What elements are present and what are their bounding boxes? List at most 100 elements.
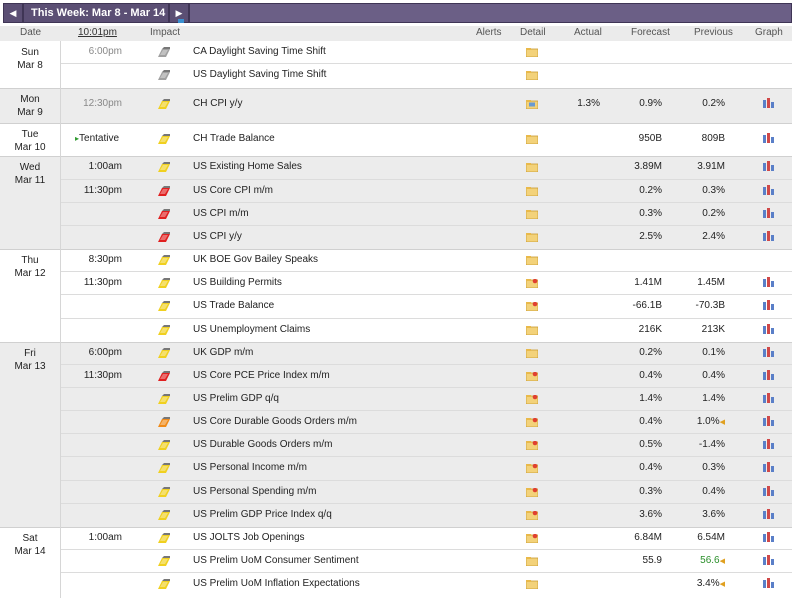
- event-title[interactable]: US JOLTS Job Openings: [193, 532, 305, 543]
- day-divider: [0, 342, 792, 343]
- event-title[interactable]: UK GDP m/m: [193, 347, 254, 358]
- star-folder-icon[interactable]: [525, 417, 539, 428]
- star-folder-icon[interactable]: [525, 510, 539, 521]
- day-label: Fri Mar 13: [0, 347, 60, 373]
- impact-yellow-icon: [158, 394, 170, 404]
- bar-chart-icon[interactable]: [762, 185, 774, 195]
- bar-chart-icon[interactable]: [762, 509, 774, 519]
- event-title[interactable]: US Personal Income m/m: [193, 462, 307, 473]
- event-title[interactable]: US Prelim GDP Price Index q/q: [193, 509, 332, 520]
- star-folder-icon[interactable]: [525, 533, 539, 544]
- event-title[interactable]: US Unemployment Claims: [193, 324, 311, 335]
- report-icon[interactable]: [525, 100, 539, 110]
- previous-value: 0.4%: [683, 370, 725, 381]
- previous-value: 56.6◀: [683, 555, 725, 566]
- event-title[interactable]: US Core PCE Price Index m/m: [193, 370, 330, 381]
- bar-chart-icon[interactable]: [762, 324, 774, 334]
- folder-icon[interactable]: [525, 233, 539, 243]
- folder-icon[interactable]: [525, 580, 539, 590]
- event-title[interactable]: US Personal Spending m/m: [193, 486, 317, 497]
- event-title[interactable]: US Core Durable Goods Orders m/m: [193, 416, 357, 427]
- event-title[interactable]: US Durable Goods Orders m/m: [193, 439, 333, 450]
- folder-icon[interactable]: [525, 71, 539, 81]
- folder-icon[interactable]: [525, 187, 539, 197]
- header-current-time[interactable]: 10:01pm: [78, 27, 117, 38]
- event-title[interactable]: US Prelim UoM Consumer Sentiment: [193, 555, 359, 566]
- previous-text: 0.1%: [702, 347, 725, 358]
- bar-chart-icon[interactable]: [762, 347, 774, 357]
- previous-value: 1.45M: [683, 277, 725, 288]
- bar-chart-icon[interactable]: [762, 439, 774, 449]
- event-title[interactable]: US Prelim GDP q/q: [193, 393, 279, 404]
- star-folder-icon[interactable]: [525, 301, 539, 312]
- day-divider: [0, 123, 792, 124]
- event-title[interactable]: US Trade Balance: [193, 300, 275, 311]
- calendar-marker-icon: [178, 19, 184, 23]
- detail-folder-shape: [525, 187, 539, 197]
- star-folder-icon[interactable]: [525, 278, 539, 289]
- star-folder-icon[interactable]: [525, 463, 539, 474]
- previous-value: 6.54M: [683, 532, 725, 543]
- event-title[interactable]: US Daylight Saving Time Shift: [193, 69, 327, 80]
- detail-folder-shape: [525, 301, 539, 312]
- bar-chart-icon[interactable]: [762, 578, 774, 588]
- folder-icon[interactable]: [525, 256, 539, 266]
- bar-chart-shape: [763, 462, 774, 472]
- star-folder-icon[interactable]: [525, 487, 539, 498]
- event-title[interactable]: US Prelim UoM Inflation Expectations: [193, 578, 360, 589]
- day-date: Mar 9: [17, 107, 43, 118]
- bar-chart-icon[interactable]: [762, 393, 774, 403]
- event-title[interactable]: US CPI y/y: [193, 231, 242, 242]
- folder-icon[interactable]: [525, 349, 539, 359]
- impact-grey-icon: [158, 47, 170, 57]
- folder-icon[interactable]: [525, 210, 539, 220]
- star-folder-icon[interactable]: [525, 371, 539, 382]
- bar-chart-shape: [763, 393, 774, 403]
- bar-chart-shape: [763, 98, 774, 108]
- event-time: 1:00am: [88, 532, 122, 543]
- previous-value: 0.4%: [683, 486, 725, 497]
- bar-chart-icon[interactable]: [762, 416, 774, 426]
- folder-icon[interactable]: [525, 135, 539, 145]
- bar-chart-icon[interactable]: [762, 462, 774, 472]
- bar-chart-icon[interactable]: [762, 231, 774, 241]
- folder-icon[interactable]: [525, 163, 539, 173]
- bar-chart-icon[interactable]: [762, 486, 774, 496]
- revised-icon: ◀: [719, 419, 725, 426]
- bar-chart-icon[interactable]: [762, 133, 774, 143]
- bar-chart-icon[interactable]: [762, 208, 774, 218]
- folder-icon[interactable]: [525, 48, 539, 58]
- bar-chart-icon[interactable]: [762, 555, 774, 565]
- event-title[interactable]: US Existing Home Sales: [193, 161, 302, 172]
- event-title[interactable]: US Building Permits: [193, 277, 282, 288]
- prev-week-button[interactable]: ◀: [3, 3, 23, 23]
- row-divider: [60, 179, 792, 180]
- bar-chart-icon[interactable]: [762, 300, 774, 310]
- star-folder-icon[interactable]: [525, 394, 539, 405]
- folder-icon[interactable]: [525, 557, 539, 567]
- header-alerts: Alerts: [476, 27, 502, 38]
- bar-chart-icon[interactable]: [762, 277, 774, 287]
- header-previous: Previous: [694, 27, 733, 38]
- event-title[interactable]: US Core CPI m/m: [193, 185, 274, 196]
- event-title[interactable]: UK BOE Gov Bailey Speaks: [193, 254, 319, 265]
- event-title[interactable]: CH Trade Balance: [193, 133, 275, 144]
- folder-icon[interactable]: [525, 326, 539, 336]
- impact-folder-icon: [158, 162, 170, 172]
- star-folder-icon[interactable]: [525, 440, 539, 451]
- bar-chart-icon[interactable]: [762, 370, 774, 380]
- day-divider: [0, 249, 792, 250]
- impact-yellow-icon: [158, 556, 170, 566]
- event-title[interactable]: CA Daylight Saving Time Shift: [193, 46, 326, 57]
- bar-chart-shape: [763, 208, 774, 218]
- event-title[interactable]: CH CPI y/y: [193, 98, 243, 109]
- bar-chart-icon[interactable]: [762, 98, 774, 108]
- event-title[interactable]: US CPI m/m: [193, 208, 249, 219]
- detail-folder-shape: [525, 135, 539, 145]
- impact-folder-icon: [158, 440, 170, 450]
- header-detail: Detail: [520, 27, 546, 38]
- bar-chart-icon[interactable]: [762, 532, 774, 542]
- day-group: [0, 41, 792, 88]
- bar-chart-icon[interactable]: [762, 161, 774, 171]
- day-date: Mar 10: [14, 142, 46, 153]
